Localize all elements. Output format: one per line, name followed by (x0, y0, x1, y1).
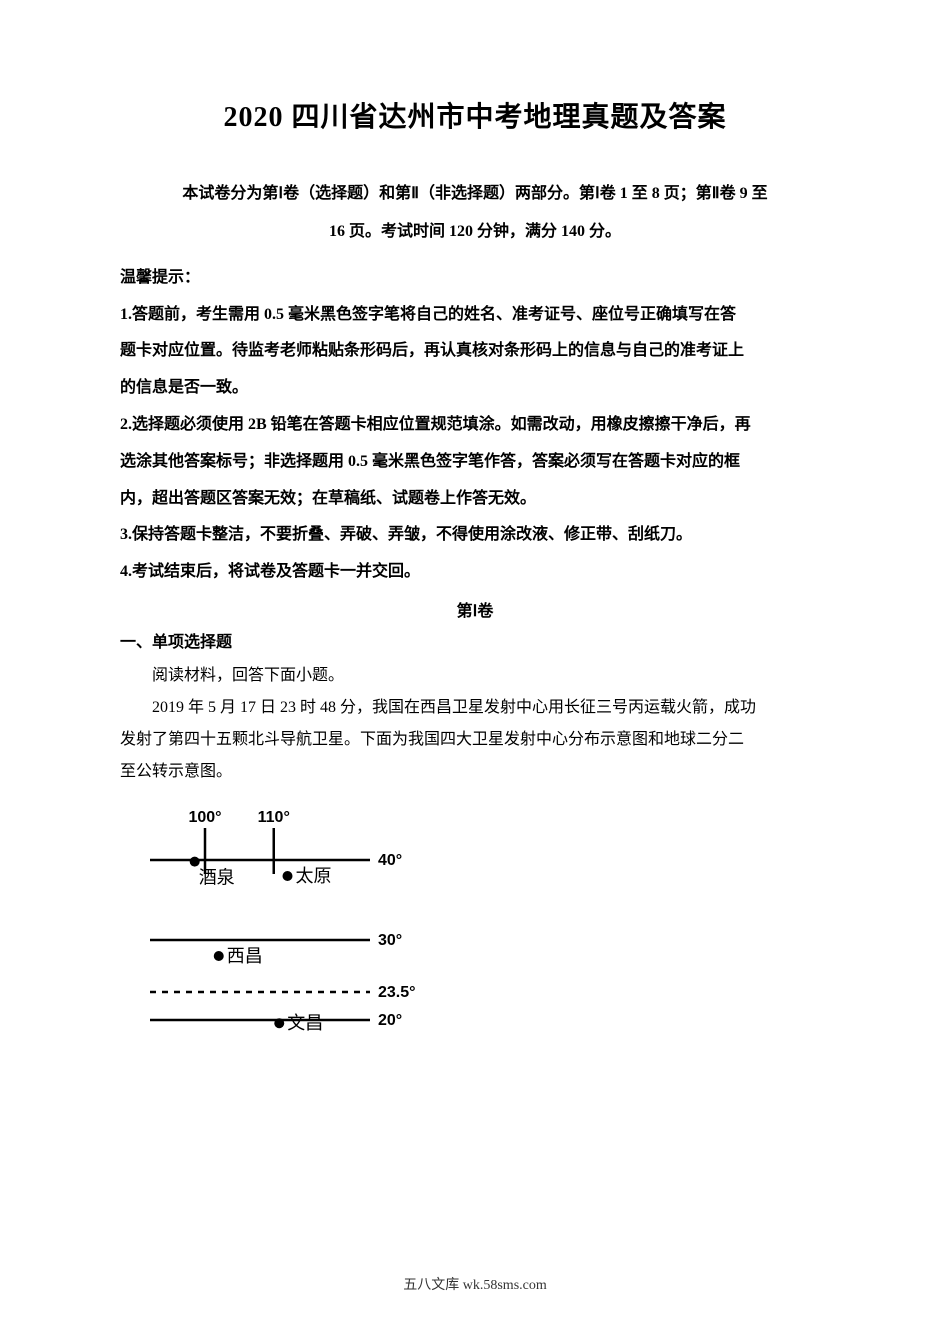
site-marker-文昌 (274, 1018, 284, 1028)
paragraph-2: 2019 年 5 月 17 日 23 时 48 分，我国在西昌卫星发射中心用长征… (120, 692, 830, 724)
lon-label-100: 100° (188, 809, 221, 826)
exam-subtitle: 本试卷分为第Ⅰ卷（选择题）和第Ⅱ（非选择题）两部分。第Ⅰ卷 1 至 8 页；第Ⅱ… (120, 175, 830, 252)
site-marker-酒泉 (190, 857, 200, 867)
tip-1-line-2: 题卡对应位置。待监考老师粘贴条形码后，再认真核对条形码上的信息与自己的准考证上 (120, 333, 830, 370)
section-a-title: 一、单项选择题 (120, 625, 830, 660)
lon-label-110: 110° (258, 809, 290, 826)
site-label-西昌: 西昌 (227, 946, 263, 966)
launch-sites-svg: 40° 30° 23.5° 20° 100° 110° 酒泉 太原西昌文昌 (130, 798, 430, 1078)
warm-tip-label: 温馨提示： (120, 260, 830, 297)
page-footer: 五八文库 wk.58sms.com (0, 1274, 950, 1294)
site-label-文昌: 文昌 (287, 1013, 323, 1033)
lat-label-40: 40° (378, 852, 402, 869)
site-label-酒泉: 酒泉 (199, 868, 235, 888)
site-label-太原: 太原 (296, 866, 332, 886)
launch-sites-chart: 40° 30° 23.5° 20° 100° 110° 酒泉 太原西昌文昌 (130, 798, 830, 1083)
part-label: 第Ⅰ卷 (120, 597, 830, 621)
lat-label-20: 20° (378, 1012, 402, 1029)
paragraph-1: 阅读材料，回答下面小题。 (120, 660, 830, 692)
lat-label-30: 30° (378, 932, 402, 949)
paragraph-4: 至公转示意图。 (120, 756, 830, 788)
tip-3: 3.保持答题卡整洁，不要折叠、弄破、弄皱，不得使用涂改液、修正带、刮纸刀。 (120, 517, 830, 554)
tip-1-line-3: 的信息是否一致。 (120, 370, 830, 407)
subtitle-line-2: 16 页。考试时间 120 分钟，满分 140 分。 (120, 213, 830, 251)
tip-2-line-2: 选涂其他答案标号；非选择题用 0.5 毫米黑色签字笔作答，答案必须写在答题卡对应… (120, 444, 830, 481)
site-marker-西昌 (214, 951, 224, 961)
paragraph-3: 发射了第四十五颗北斗导航卫星。下面为我国四大卫星发射中心分布示意图和地球二分二 (120, 724, 830, 756)
tip-2-line-1: 2.选择题必须使用 2B 铅笔在答题卡相应位置规范填涂。如需改动，用橡皮擦擦干净… (120, 407, 830, 444)
subtitle-line-1: 本试卷分为第Ⅰ卷（选择题）和第Ⅱ（非选择题）两部分。第Ⅰ卷 1 至 8 页；第Ⅱ… (120, 175, 830, 213)
tip-2-line-3: 内，超出答题区答案无效；在草稿纸、试题卷上作答无效。 (120, 481, 830, 518)
tip-1-line-1: 1.答题前，考生需用 0.5 毫米黑色签字笔将自己的姓名、准考证号、座位号正确填… (120, 297, 830, 334)
page-title: 2020 四川省达州市中考地理真题及答案 (120, 95, 830, 135)
site-marker-太原 (283, 871, 293, 881)
lat-label-23.5: 23.5° (378, 984, 416, 1001)
tip-4: 4.考试结束后，将试卷及答题卡一并交回。 (120, 554, 830, 591)
